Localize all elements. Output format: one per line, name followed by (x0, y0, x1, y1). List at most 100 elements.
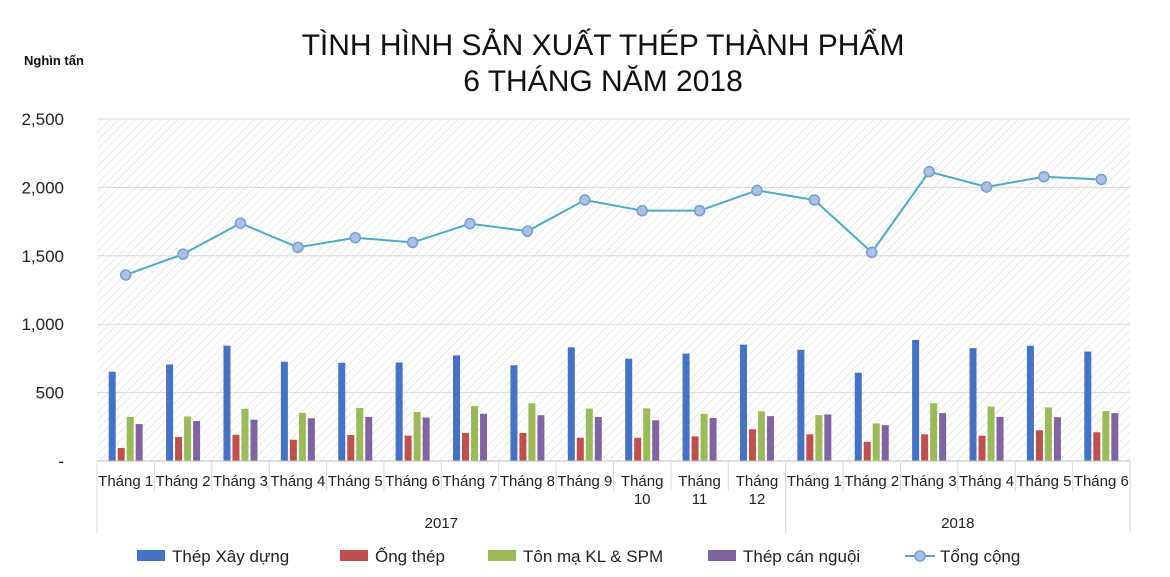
bar-2-12 (748, 429, 756, 461)
legend-swatch-1 (137, 550, 165, 561)
plot-area (97, 119, 1130, 461)
bar-3-8 (528, 403, 536, 461)
bar-1-1 (108, 371, 116, 461)
bar-4-3 (250, 419, 258, 461)
bar-2-5 (347, 435, 355, 461)
y-tick-label: 1,000 (21, 315, 64, 334)
total-point-10 (636, 204, 648, 217)
x-category-label: Tháng 6 (385, 473, 440, 490)
bar-2-1 (117, 448, 125, 461)
bar-3-9 (585, 408, 593, 461)
bar-4-12 (766, 416, 774, 461)
y-axis-ticks: - 500 1,000 1,500 2,000 2,500 (21, 110, 64, 471)
total-point-11 (693, 204, 706, 217)
bar-3-15 (930, 403, 938, 461)
bar-2-17 (1035, 430, 1043, 461)
total-point-5 (349, 231, 361, 244)
bar-4-13 (824, 414, 832, 461)
y-axis-unit-label: Nghìn tấn (24, 53, 84, 68)
bar-1-17 (1026, 345, 1034, 461)
bar-2-10 (634, 437, 642, 461)
bar-4-6 (422, 417, 430, 461)
bar-3-10 (643, 408, 651, 461)
x-category-label: Tháng 1 (787, 473, 842, 490)
bar-4-4 (307, 418, 315, 461)
x-category-label: Tháng 3 (213, 473, 268, 490)
x-category-label: Tháng 1 (98, 473, 153, 490)
y-tick-label: 500 (36, 384, 64, 403)
bar-4-2 (193, 421, 201, 461)
total-point-3 (234, 217, 247, 229)
bar-2-14 (863, 441, 871, 461)
y-tick-label: 1,500 (21, 247, 64, 266)
chart-title-line-2: 6 THÁNG NĂM 2018 (463, 65, 743, 98)
bar-1-11 (682, 353, 690, 461)
total-point-2 (177, 248, 189, 260)
total-point-17 (1038, 170, 1050, 183)
bar-2-16 (978, 435, 986, 461)
legend-label-4: Thép cán nguội (743, 547, 860, 566)
legend-label-5: Tổng cộng (940, 547, 1020, 566)
x-category-label: Tháng (621, 473, 664, 490)
bar-3-3 (241, 408, 249, 461)
bar-2-7 (462, 432, 470, 461)
bar-3-2 (184, 416, 192, 461)
x-category-label: 12 (749, 491, 766, 508)
bar-4-9 (594, 416, 602, 461)
bar-2-8 (519, 432, 527, 461)
bar-1-5 (338, 362, 346, 461)
bar-4-17 (1053, 417, 1061, 461)
x-category-label: Tháng (678, 473, 721, 490)
bar-3-7 (471, 406, 479, 461)
bar-2-15 (921, 434, 929, 461)
x-category-label: Tháng 4 (270, 473, 325, 490)
legend-swatch-4 (708, 550, 736, 561)
bar-1-9 (567, 347, 575, 461)
total-point-6 (406, 236, 419, 249)
x-category-label: Tháng 9 (557, 473, 612, 490)
bar-3-14 (872, 423, 880, 461)
x-category-label: 11 (692, 491, 708, 508)
x-category-label: Tháng 4 (959, 473, 1014, 490)
bar-3-17 (1044, 407, 1052, 461)
total-point-15 (923, 165, 935, 178)
y-tick-label: 2,000 (21, 178, 64, 197)
total-line-group (119, 165, 1108, 281)
x-category-label: Tháng 2 (844, 473, 899, 490)
x-category-label: Tháng 5 (1016, 473, 1071, 490)
legend-swatch-3 (488, 550, 516, 561)
x-group-label: 2018 (941, 515, 974, 532)
legend-marker (914, 550, 926, 562)
bar-3-6 (413, 412, 421, 461)
total-line (125, 170, 1102, 276)
x-category-label: Tháng 7 (443, 473, 498, 490)
total-point-7 (464, 217, 476, 230)
bar-4-10 (652, 420, 660, 461)
bar-1-6 (395, 362, 403, 461)
bar-2-11 (691, 436, 699, 461)
total-point-14 (866, 246, 878, 259)
gridlines (97, 118, 1130, 394)
x-category-label: 10 (634, 491, 651, 508)
bar-3-4 (298, 412, 306, 461)
bar-1-7 (453, 355, 461, 461)
x-category-label: Tháng 3 (902, 473, 957, 490)
x-category-label: Tháng 8 (500, 473, 555, 490)
legend-swatch-2 (340, 550, 368, 561)
bar-1-10 (625, 358, 633, 461)
total-point-9 (579, 194, 591, 206)
bar-1-13 (797, 349, 805, 461)
bar-3-5 (356, 407, 364, 461)
x-category-label: Tháng 5 (328, 473, 383, 490)
bar-4-7 (480, 413, 488, 461)
bar-4-18 (1111, 413, 1119, 461)
bar-3-1 (126, 416, 134, 461)
bar-4-15 (939, 413, 947, 461)
bar-2-13 (806, 434, 814, 461)
total-point-12 (751, 184, 763, 197)
bar-3-11 (700, 413, 708, 461)
total-point-1 (119, 269, 132, 281)
bar-4-1 (135, 424, 143, 461)
x-group-label: 2017 (425, 515, 458, 532)
